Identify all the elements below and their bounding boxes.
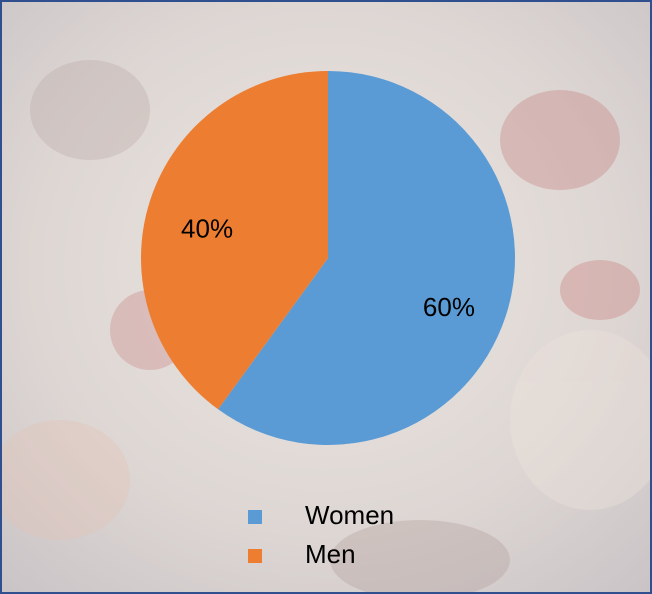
data-label: 40% [181, 214, 233, 244]
chart: 60% 40% Women Men [0, 0, 652, 594]
page: 60%40%WomenMen (() => { const data = JSO… [0, 0, 652, 594]
legend-label: Women [305, 500, 394, 530]
data-label: 60% [423, 292, 475, 322]
legend-label: Men [305, 539, 356, 569]
legend-swatch [248, 510, 262, 524]
legend-swatch [248, 549, 262, 563]
